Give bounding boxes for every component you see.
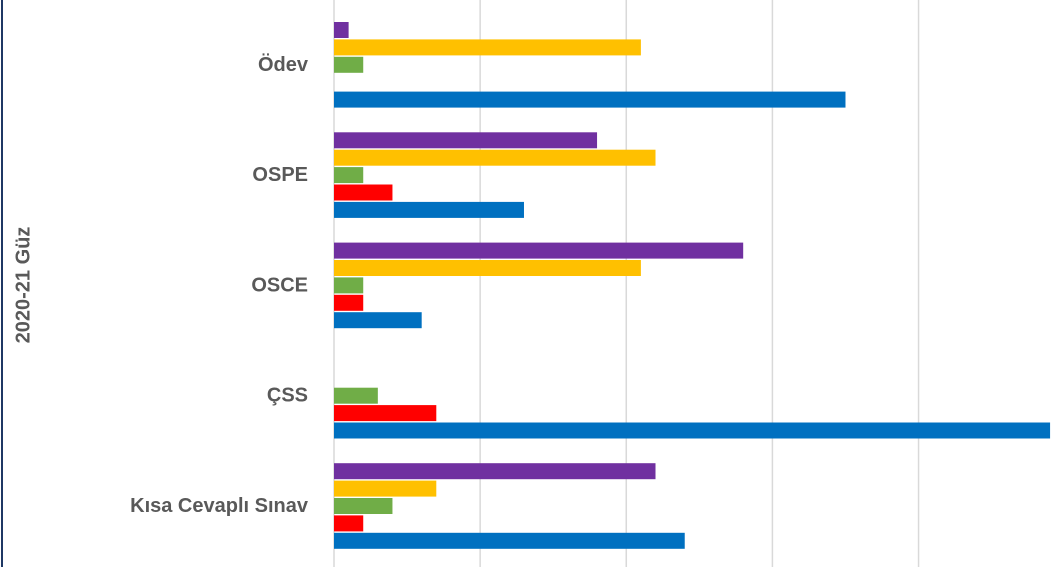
bar (334, 463, 656, 480)
bar (334, 515, 364, 532)
bar (334, 312, 422, 329)
bar (334, 277, 364, 294)
bar (334, 91, 846, 108)
bar (334, 480, 437, 497)
bar (334, 22, 349, 38)
category-label: ÇSS (267, 385, 308, 407)
bar (334, 184, 393, 201)
bar (334, 405, 437, 422)
category-label: Ödev (258, 53, 309, 76)
y-axis-label: 2020-21 Güz (12, 227, 34, 344)
bar (334, 387, 378, 404)
bar (334, 201, 524, 218)
category-label: Kısa Cevaplı Sınav (130, 495, 309, 517)
category-label: OSCE (251, 274, 308, 296)
bar (334, 167, 364, 184)
bar (334, 532, 685, 549)
bar (334, 294, 364, 311)
bar (334, 39, 641, 56)
bar (334, 149, 656, 166)
bar (334, 422, 1051, 439)
category-label: OSPE (252, 164, 308, 186)
bar (334, 498, 393, 514)
bar (334, 56, 364, 73)
bar (334, 260, 641, 276)
bar (334, 132, 598, 149)
bar (334, 242, 744, 259)
